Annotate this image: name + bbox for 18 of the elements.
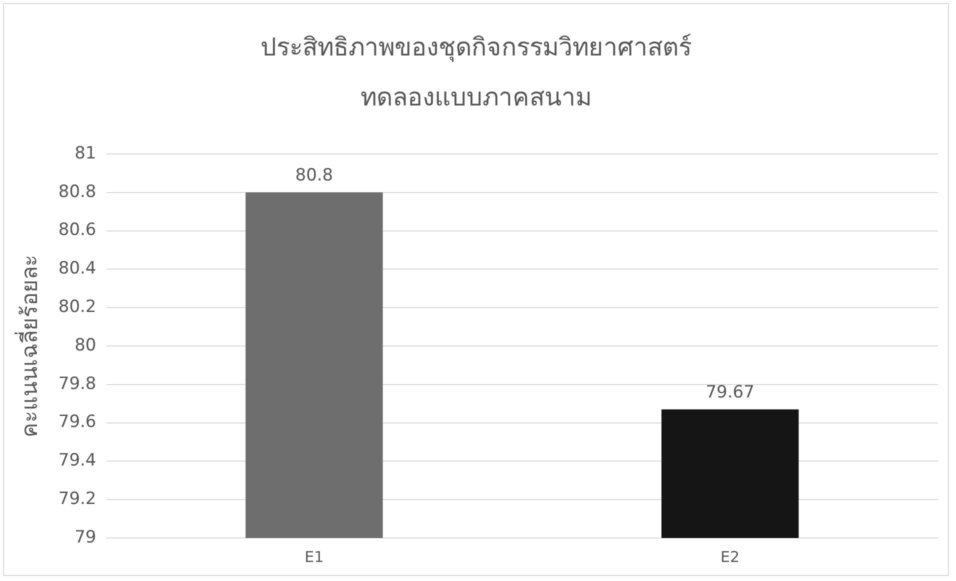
- y-tick-label: 79.4: [58, 450, 96, 471]
- y-tick-label: 79.6: [58, 412, 96, 432]
- y-axis-title: คะแนนเฉลี่ยร้อยละ: [14, 254, 43, 438]
- x-tick-label: E2: [720, 548, 740, 566]
- y-tick-label: 81: [74, 143, 96, 164]
- y-tick-label: 79: [74, 527, 96, 548]
- x-tick-label: E1: [304, 548, 324, 566]
- y-tick-label: 79.8: [58, 374, 96, 394]
- chart-subtitle: ทดลองแบบภาคสนาม: [360, 82, 592, 112]
- y-tick-label: 80.6: [58, 220, 96, 240]
- y-tick-label: 80.4: [58, 258, 96, 279]
- chart-title: ประสิทธิภาพของชุดกิจกรรมวิทยาศาสตร์: [260, 32, 692, 62]
- y-tick-label: 80.8: [58, 182, 96, 202]
- y-tick-label: 79.2: [58, 489, 96, 510]
- data-label: 79.67: [706, 382, 754, 402]
- y-tick-label: 80: [74, 335, 96, 356]
- y-tick-label: 80.2: [58, 297, 96, 318]
- data-label: 80.8: [295, 165, 334, 186]
